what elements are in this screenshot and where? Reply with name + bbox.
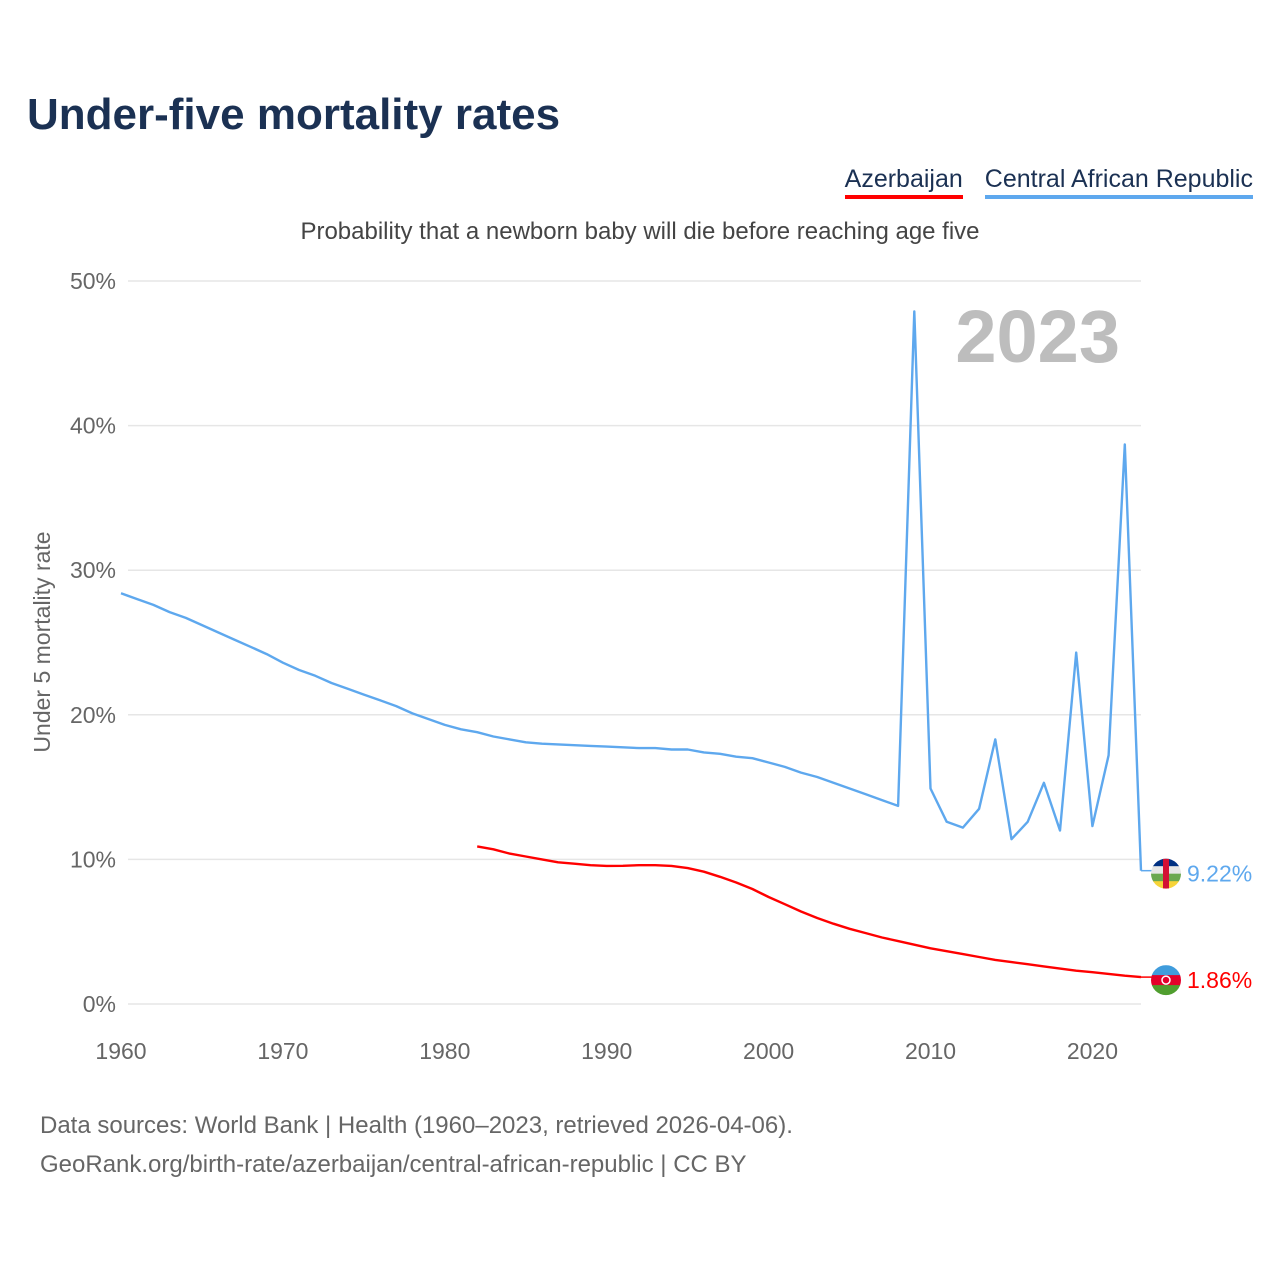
legend-item-azerbaijan[interactable]: Azerbaijan xyxy=(844,165,963,199)
y-tick-label: 50% xyxy=(70,268,116,294)
flag-stripe xyxy=(1151,985,1181,996)
y-tick-label: 20% xyxy=(70,702,116,728)
flag-crescent xyxy=(1161,975,1171,985)
y-tick-label: 0% xyxy=(83,991,116,1017)
series-line-azerbaijan xyxy=(476,845,1142,979)
x-tick-label: 2000 xyxy=(743,1038,794,1064)
legend: Azerbaijan Central African Republic xyxy=(844,165,1253,199)
flag-icon-azerbaijan xyxy=(1151,965,1181,996)
x-tick-label: 1970 xyxy=(257,1038,308,1064)
x-tick-label: 1990 xyxy=(581,1038,632,1064)
x-tick-label: 2020 xyxy=(1067,1038,1118,1064)
year-label: 2023 xyxy=(955,295,1120,378)
y-tick-label: 40% xyxy=(70,413,116,439)
y-tick-label: 30% xyxy=(70,557,116,583)
source-link[interactable]: GeoRank.org/birth-rate/azerbaijan/centra… xyxy=(40,1151,747,1178)
chart-title: Under-five mortality rates xyxy=(27,90,561,139)
chart-subtitle: Probability that a newborn baby will die… xyxy=(300,218,980,245)
flag-stripe xyxy=(1151,965,1181,976)
end-value-label-azerbaijan: 1.86% xyxy=(1187,967,1252,993)
x-tick-label: 2010 xyxy=(905,1038,956,1064)
end-value-label-central-african-republic: 9.22% xyxy=(1187,861,1252,887)
legend-item-central-african-republic[interactable]: Central African Republic xyxy=(984,165,1253,199)
y-tick-label: 10% xyxy=(70,846,116,872)
y-axis-label: Under 5 mortality rate xyxy=(29,531,55,752)
footer: Data sources: World Bank | Health (1960–… xyxy=(40,1106,793,1184)
flag-stripe xyxy=(1151,975,1181,986)
data-source: Data sources: World Bank | Health (1960–… xyxy=(40,1112,793,1139)
flag-band xyxy=(1163,858,1169,889)
x-tick-label: 1980 xyxy=(419,1038,470,1064)
series-line-central-african-republic xyxy=(120,310,1143,871)
x-tick-label: 1960 xyxy=(95,1038,146,1064)
flag-icon-central-african-republic xyxy=(1151,858,1181,889)
